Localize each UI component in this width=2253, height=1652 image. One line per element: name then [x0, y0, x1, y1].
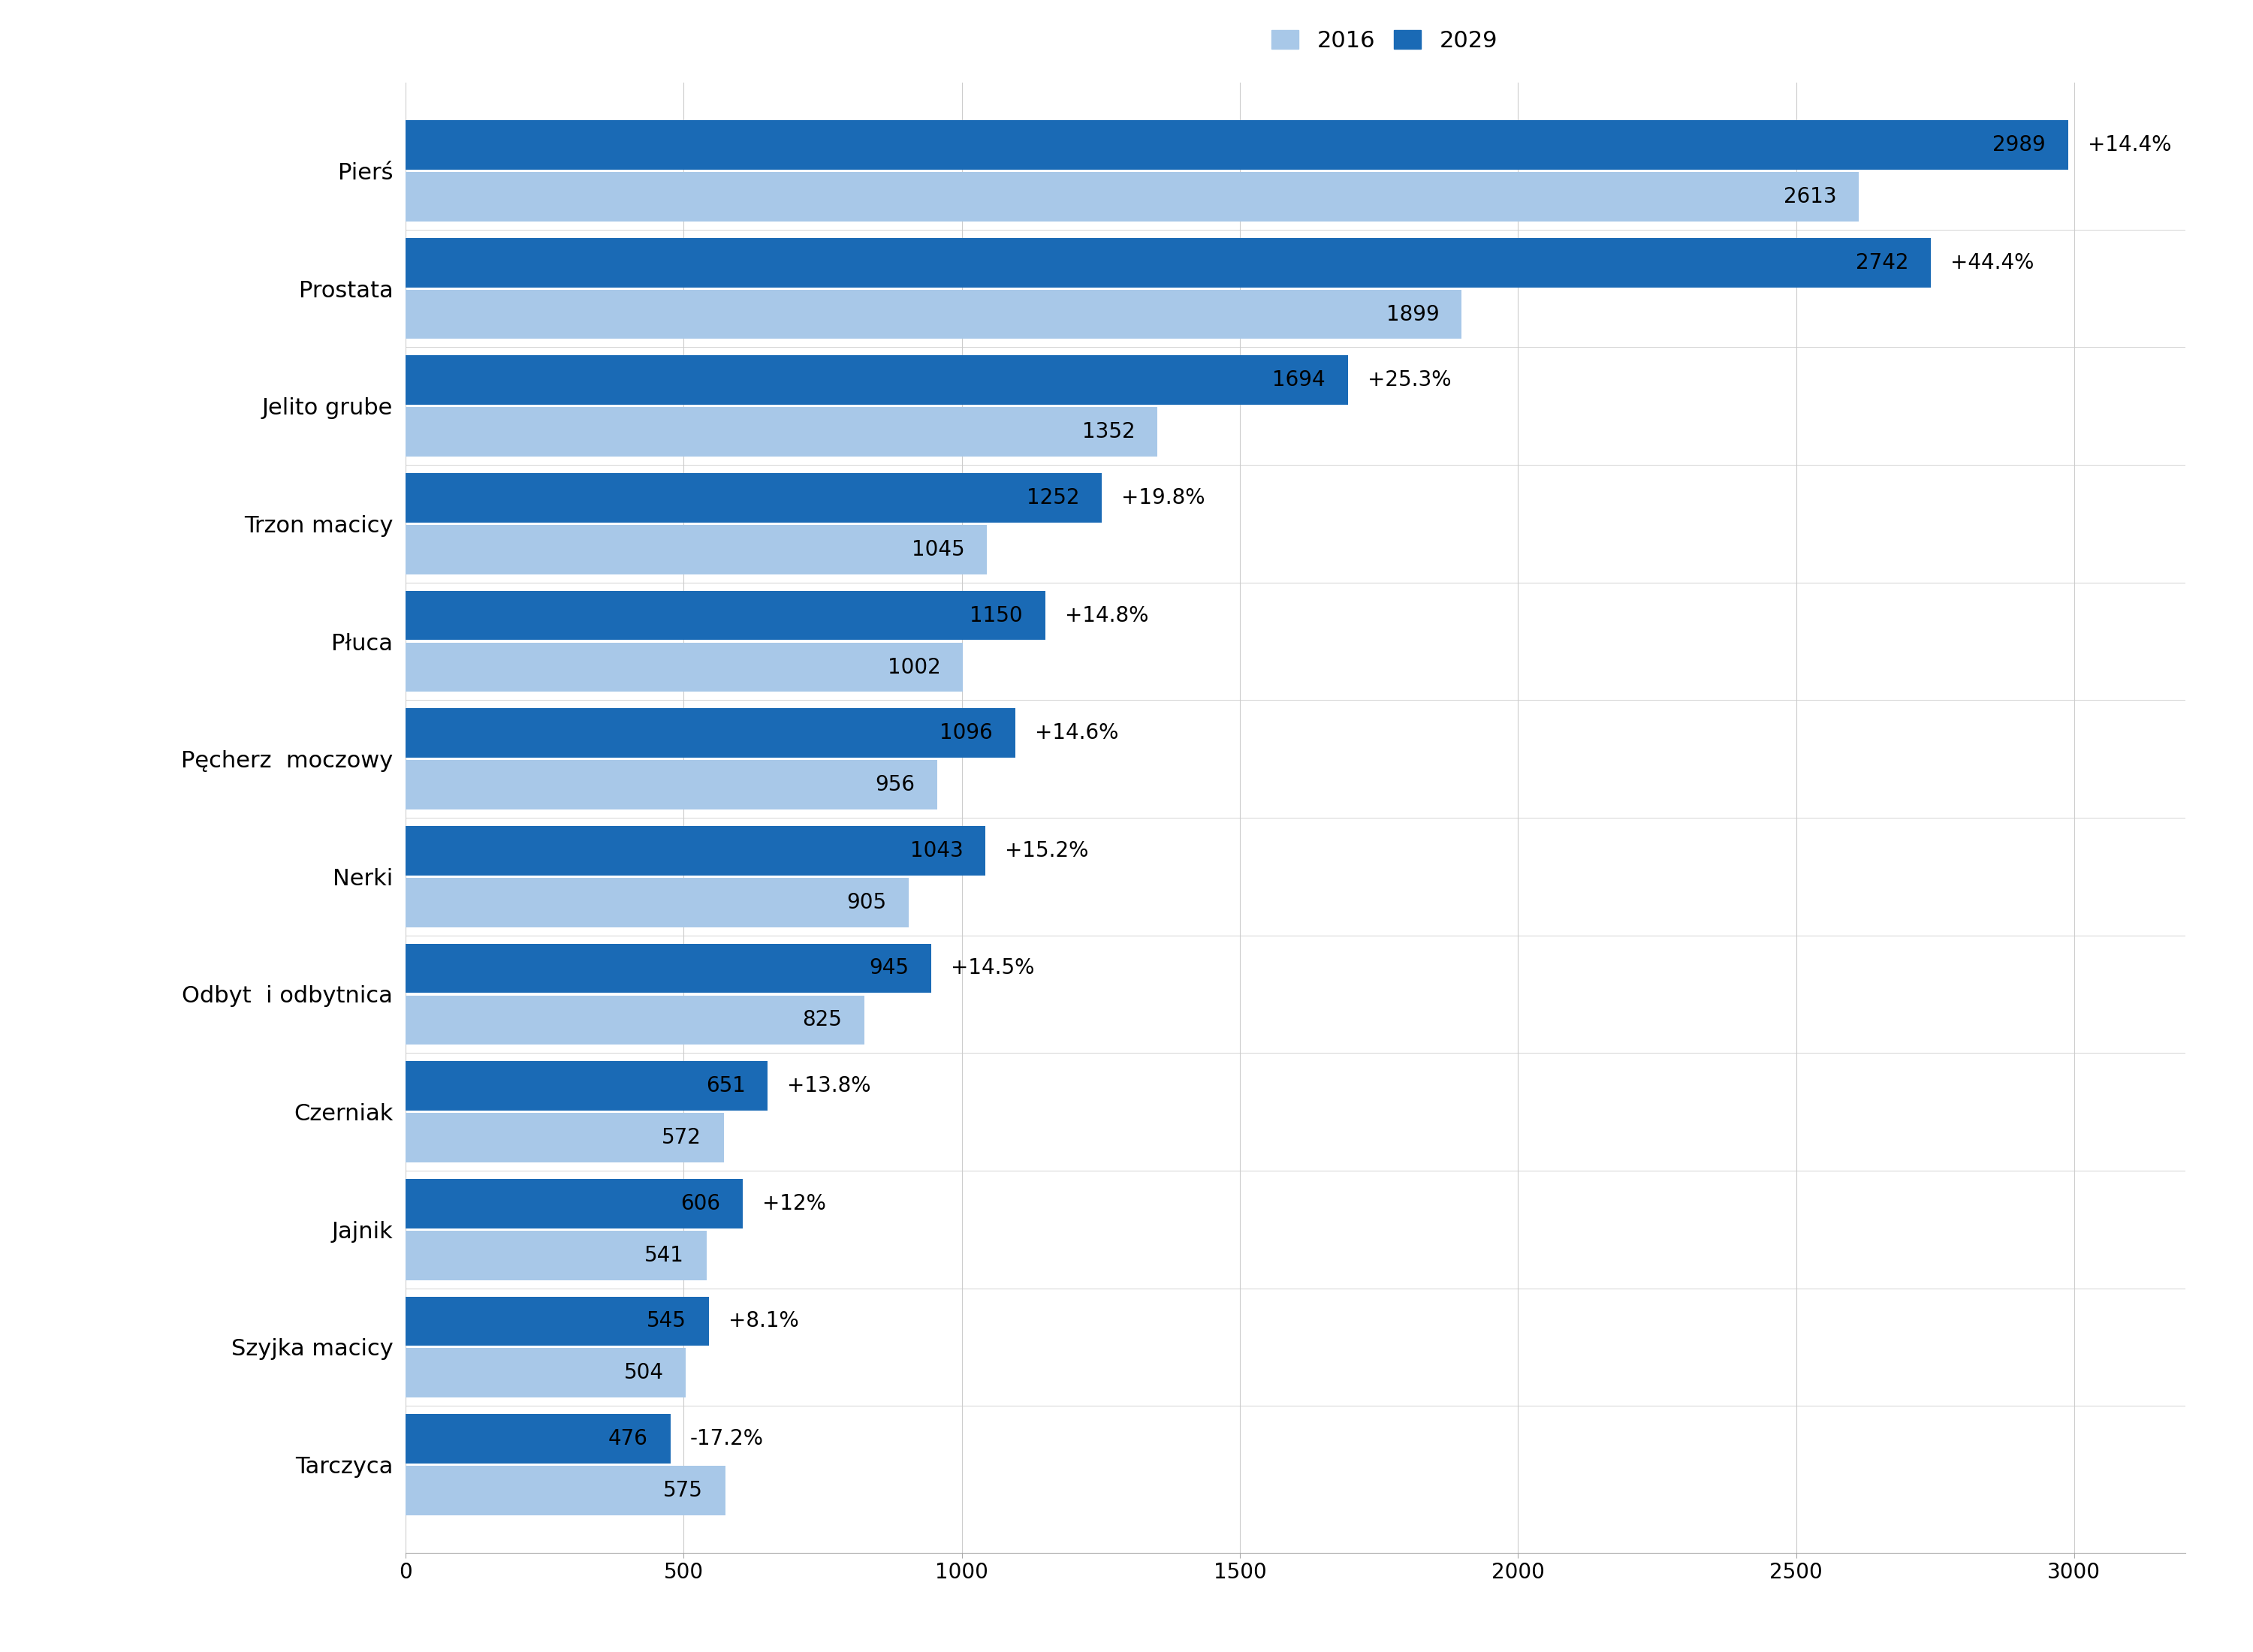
Text: +14.5%: +14.5% — [951, 958, 1034, 978]
Text: 1352: 1352 — [1081, 421, 1136, 443]
Bar — [406, 1348, 685, 1398]
Text: -17.2%: -17.2% — [689, 1429, 764, 1449]
Bar — [406, 1061, 768, 1110]
Bar — [406, 408, 1158, 456]
Bar — [406, 760, 937, 809]
Text: 651: 651 — [705, 1075, 746, 1097]
Text: +14.4%: +14.4% — [2089, 134, 2172, 155]
Text: 905: 905 — [847, 892, 888, 914]
Bar — [406, 1113, 723, 1163]
Bar — [406, 355, 1347, 405]
Text: 825: 825 — [802, 1009, 843, 1031]
Text: +14.6%: +14.6% — [1034, 722, 1117, 743]
Text: +44.4%: +44.4% — [1951, 253, 2034, 273]
Bar — [406, 289, 1462, 339]
Text: +8.1%: +8.1% — [728, 1310, 798, 1332]
Bar — [406, 709, 1016, 758]
Text: 606: 606 — [680, 1193, 721, 1214]
Bar — [406, 1465, 725, 1515]
Bar — [406, 877, 908, 927]
Text: 1252: 1252 — [1027, 487, 1079, 509]
Text: 504: 504 — [624, 1363, 665, 1383]
Text: 476: 476 — [608, 1429, 649, 1449]
Text: 1899: 1899 — [1386, 304, 1440, 325]
Text: 956: 956 — [874, 775, 915, 795]
Text: 1694: 1694 — [1273, 370, 1325, 390]
Text: 2989: 2989 — [1992, 134, 2046, 155]
Text: 1150: 1150 — [969, 605, 1023, 626]
Text: +12%: +12% — [762, 1193, 827, 1214]
Bar — [406, 238, 1931, 287]
Text: +15.2%: +15.2% — [1005, 841, 1088, 861]
Text: +14.8%: +14.8% — [1066, 605, 1149, 626]
Text: 1002: 1002 — [888, 657, 940, 677]
Bar — [406, 943, 930, 993]
Text: +13.8%: +13.8% — [786, 1075, 872, 1097]
Bar — [406, 643, 962, 692]
Text: 1043: 1043 — [910, 841, 964, 861]
Bar — [406, 1180, 743, 1227]
Text: 1045: 1045 — [912, 539, 964, 560]
Text: 2742: 2742 — [1856, 253, 1908, 273]
Bar — [406, 472, 1102, 522]
Bar — [406, 172, 1859, 221]
Text: +19.8%: +19.8% — [1122, 487, 1205, 509]
Bar — [406, 996, 865, 1044]
Text: 2613: 2613 — [1784, 187, 1836, 206]
Text: 945: 945 — [870, 958, 908, 978]
Bar — [406, 1414, 671, 1464]
Text: 1096: 1096 — [940, 722, 994, 743]
Text: 572: 572 — [662, 1127, 701, 1148]
Bar — [406, 1297, 710, 1346]
Bar — [406, 1231, 707, 1280]
Bar — [406, 525, 987, 575]
Text: 545: 545 — [647, 1310, 687, 1332]
Legend: 2016, 2029: 2016, 2029 — [1262, 20, 1507, 61]
Bar — [406, 826, 985, 876]
Text: 541: 541 — [644, 1246, 685, 1265]
Bar — [406, 591, 1045, 639]
Text: 575: 575 — [662, 1480, 703, 1502]
Bar — [406, 121, 2068, 170]
Text: +25.3%: +25.3% — [1368, 370, 1451, 390]
